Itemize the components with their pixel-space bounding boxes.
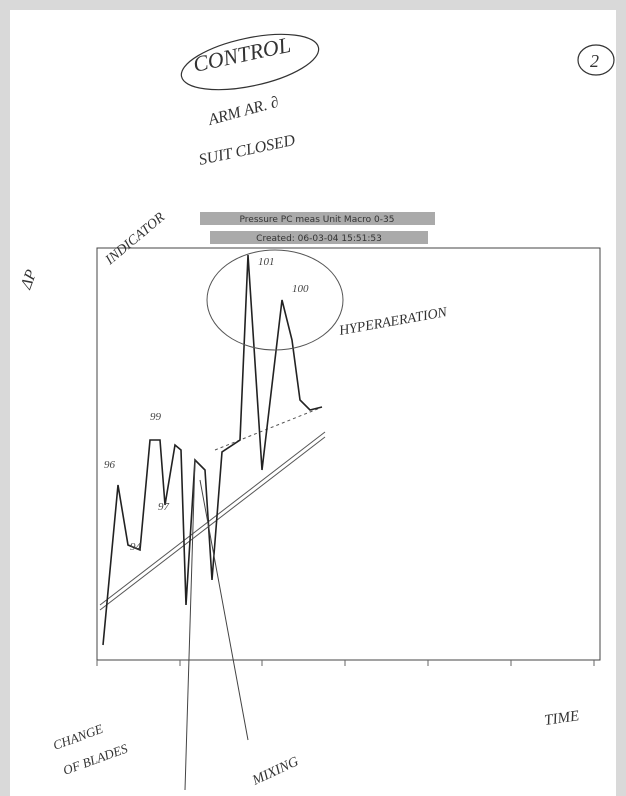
annotation: 101 xyxy=(258,256,275,268)
annotation: 96 xyxy=(104,459,116,471)
annotation: 94 xyxy=(130,541,142,553)
chart-title: Pressure PC meas Unit Macro 0-35 xyxy=(240,215,395,225)
chart-subtitle: Created: 06-03-04 15:51:53 xyxy=(256,234,382,244)
annotation: 99 xyxy=(150,411,162,423)
page-number: 2 xyxy=(590,51,599,71)
annotation: 100 xyxy=(292,283,309,295)
scan: CONTROL ARM AR. ∂ SUIT CLOSED 2 Pressure… xyxy=(0,0,626,796)
page: CONTROL ARM AR. ∂ SUIT CLOSED 2 Pressure… xyxy=(0,0,626,796)
annotation: 97 xyxy=(158,501,170,513)
paper xyxy=(10,10,616,796)
